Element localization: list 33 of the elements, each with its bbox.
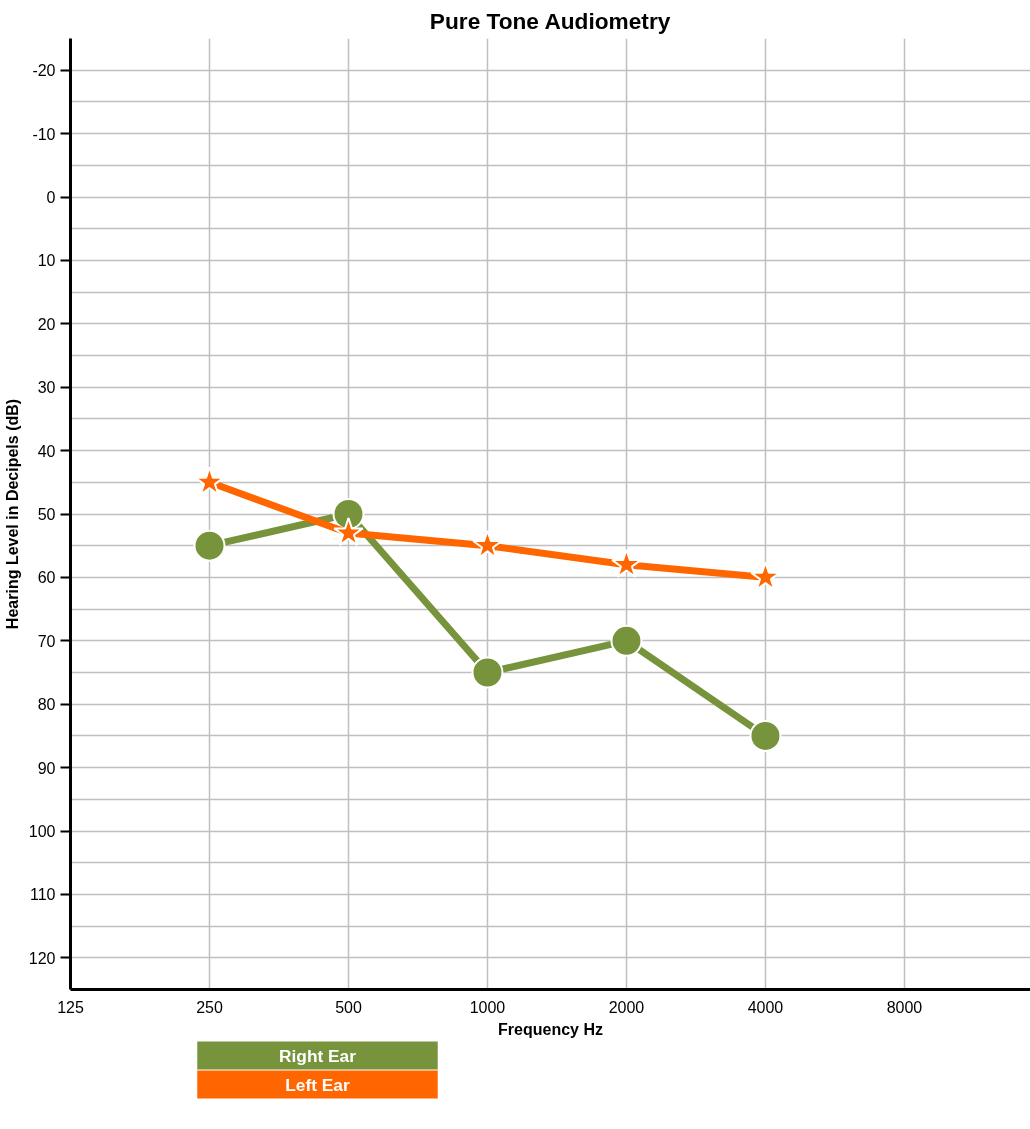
y-tick-label: -20 — [32, 62, 56, 80]
y-axis-title: Hearing Level in Decipels (dB) — [3, 398, 21, 630]
x-tick-label: 1000 — [469, 998, 506, 1016]
y-tick-label: 120 — [28, 949, 56, 967]
y-tick-label: 80 — [37, 696, 56, 714]
y-tick-label: 40 — [37, 442, 56, 460]
text: Left Ear — [285, 1074, 350, 1095]
x-axis-title: Frequency Hz — [498, 1020, 603, 1038]
x-tick-label: 500 — [335, 998, 362, 1016]
point — [610, 624, 643, 657]
x-tick-label: 8000 — [886, 998, 923, 1016]
text: Right Ear — [278, 1045, 357, 1066]
point — [749, 719, 782, 752]
x-tick-label: 250 — [196, 998, 223, 1016]
x-tick-label: 4000 — [747, 998, 784, 1016]
point — [471, 656, 504, 689]
y-tick-label: 110 — [29, 886, 56, 904]
y-tick-label: 60 — [37, 569, 56, 587]
point — [193, 529, 226, 562]
y-tick-label: 0 — [46, 189, 56, 206]
y-tick-label: 70 — [37, 632, 56, 650]
y-tick-label: 20 — [37, 315, 56, 333]
y-tick-label: -10 — [32, 125, 56, 143]
x-tick-label: 125 — [57, 998, 84, 1016]
y-tick-label: 30 — [37, 379, 56, 397]
chart-title: Pure Tone Audiometry — [429, 7, 671, 34]
y-tick-label: 100 — [28, 823, 56, 840]
point — [611, 548, 642, 578]
x-tick-label: 2000 — [608, 998, 645, 1016]
point — [333, 517, 364, 547]
y-tick-label: 10 — [37, 252, 56, 270]
y-tick-label: 90 — [37, 759, 56, 777]
y-tick-label: 50 — [37, 506, 56, 523]
